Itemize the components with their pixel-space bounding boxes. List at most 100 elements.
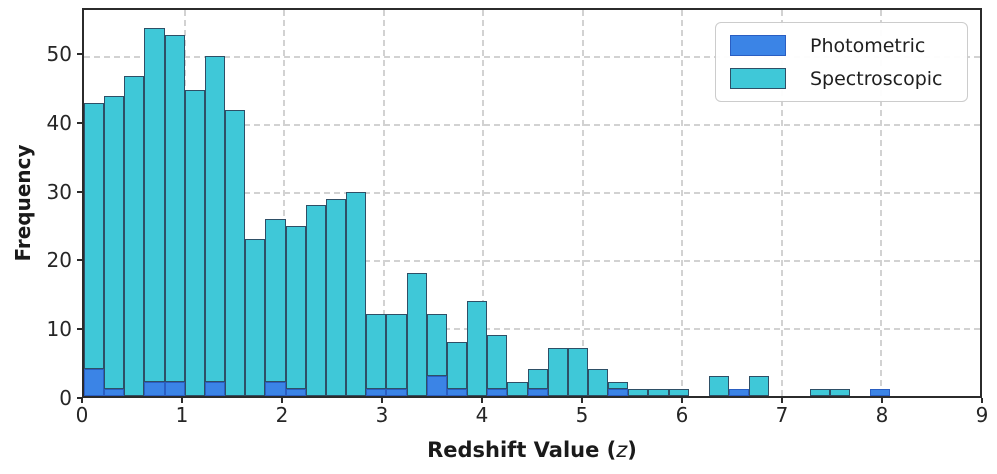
histogram-bar-spectroscopic: [487, 334, 508, 390]
histogram-bar-spectroscopic: [265, 219, 286, 383]
x-gridline: [880, 10, 883, 396]
histogram-bar-spectroscopic: [386, 314, 407, 390]
spectroscopic-swatch-icon: [730, 68, 786, 89]
y-gridline: [84, 55, 980, 58]
histogram-bar-spectroscopic: [547, 348, 568, 396]
x-axis-title-variable: z: [616, 438, 628, 462]
histogram-bar-photometric: [84, 368, 105, 396]
y-tick-label: 0: [59, 386, 72, 410]
histogram-bar-spectroscopic: [648, 389, 669, 396]
y-tick-mark: [77, 121, 82, 124]
legend-label-photometric: Photometric: [810, 34, 926, 57]
histogram-bar-spectroscopic: [567, 348, 588, 396]
histogram-bar-spectroscopic: [285, 225, 306, 390]
histogram-bar-photometric: [366, 389, 387, 396]
histogram-bar-spectroscopic: [366, 314, 387, 390]
y-axis-title: Frequency: [11, 144, 35, 262]
bars-layer: [84, 10, 980, 396]
y-tick-label: 40: [46, 110, 72, 135]
histogram-bar-photometric: [527, 389, 548, 396]
x-tick-mark: [881, 398, 883, 403]
x-tick-label: 6: [675, 403, 689, 427]
x-axis-title: Redshift Value (z): [82, 438, 982, 462]
y-tick-mark: [77, 53, 82, 56]
histogram-bar-spectroscopic: [527, 368, 548, 390]
x-tick-label: 8: [875, 403, 889, 427]
histogram-bar-spectroscopic: [426, 314, 447, 376]
legend-label-spectroscopic: Spectroscopic: [810, 67, 943, 90]
histogram-bar-photometric: [870, 389, 891, 396]
histogram-bar-spectroscopic: [446, 341, 468, 390]
x-tick-label: 5: [575, 403, 589, 427]
histogram-bar-photometric: [204, 382, 226, 396]
x-gridline: [581, 10, 584, 396]
histogram-bar-photometric: [386, 389, 407, 396]
histogram-bar-spectroscopic: [204, 55, 226, 383]
histogram-bar-photometric: [104, 389, 125, 396]
histogram-bar-spectroscopic: [84, 103, 105, 369]
histogram-bar-photometric: [487, 389, 508, 396]
histogram-bar-spectroscopic: [346, 191, 367, 396]
legend-row-spectroscopic: Spectroscopic: [730, 68, 953, 90]
x-tick-mark: [281, 398, 283, 403]
x-tick-mark: [981, 398, 983, 403]
x-axis-title-suffix: ): [627, 438, 637, 462]
y-gridline: [84, 327, 980, 330]
histogram-bar-spectroscopic: [467, 300, 488, 396]
y-tick-label: 20: [46, 248, 72, 273]
y-tick-mark: [77, 259, 82, 262]
histogram-bar-spectroscopic: [305, 205, 326, 396]
histogram-bar-spectroscopic: [144, 28, 165, 383]
x-tick-mark: [781, 398, 783, 403]
legend: Photometric Spectroscopic: [715, 22, 968, 102]
x-tick-mark: [181, 398, 183, 403]
x-gridline: [283, 10, 286, 396]
y-gridline: [84, 259, 980, 262]
y-tick-label: 50: [46, 42, 72, 67]
histogram-bar-photometric: [265, 382, 286, 396]
histogram-bar-spectroscopic: [406, 273, 427, 396]
y-tick-mark: [77, 328, 82, 331]
y-tick-mark: [77, 397, 82, 399]
x-tick-label: 7: [775, 403, 789, 427]
x-gridline: [382, 10, 385, 396]
x-axis-title-prefix: Redshift Value (: [427, 438, 617, 462]
histogram-bar-photometric: [608, 389, 629, 396]
x-tick-label: 0: [75, 403, 89, 427]
histogram-bar-spectroscopic: [749, 375, 770, 396]
x-gridline: [780, 10, 783, 396]
histogram-bar-spectroscopic: [104, 96, 125, 390]
legend-row-photometric: Photometric: [730, 35, 953, 57]
y-tick-label: 30: [46, 179, 72, 204]
histogram-bar-spectroscopic: [829, 389, 851, 396]
histogram-bar-spectroscopic: [184, 89, 205, 396]
y-gridline: [84, 123, 980, 126]
y-gridline: [84, 191, 980, 194]
x-tick-mark: [81, 398, 83, 403]
y-tick-mark: [77, 190, 82, 193]
histogram-bar-photometric: [446, 389, 468, 396]
x-tick-label: 9: [975, 403, 989, 427]
histogram-bar-photometric: [426, 375, 447, 396]
histogram-bar-spectroscopic: [668, 389, 689, 396]
histogram-bar-spectroscopic: [628, 389, 649, 396]
x-tick-mark: [481, 398, 483, 403]
x-tick-label: 4: [475, 403, 489, 427]
histogram-bar-spectroscopic: [245, 239, 266, 396]
x-tick-label: 1: [175, 403, 189, 427]
x-tick-mark: [581, 398, 583, 403]
x-gridline: [482, 10, 485, 396]
histogram-bar-spectroscopic: [608, 382, 629, 390]
histogram-bar-spectroscopic: [225, 110, 246, 396]
x-tick-mark: [381, 398, 383, 403]
histogram-bar-photometric: [729, 389, 750, 396]
histogram-bar-spectroscopic: [507, 382, 528, 396]
x-gridline: [681, 10, 684, 396]
histogram-bar-spectroscopic: [708, 375, 730, 396]
histogram-bar-spectroscopic: [588, 368, 609, 396]
x-tick-label: 2: [275, 403, 289, 427]
histogram-bar-photometric: [164, 382, 185, 396]
histogram-bar-spectroscopic: [164, 35, 185, 383]
histogram-bar-photometric: [144, 382, 165, 396]
